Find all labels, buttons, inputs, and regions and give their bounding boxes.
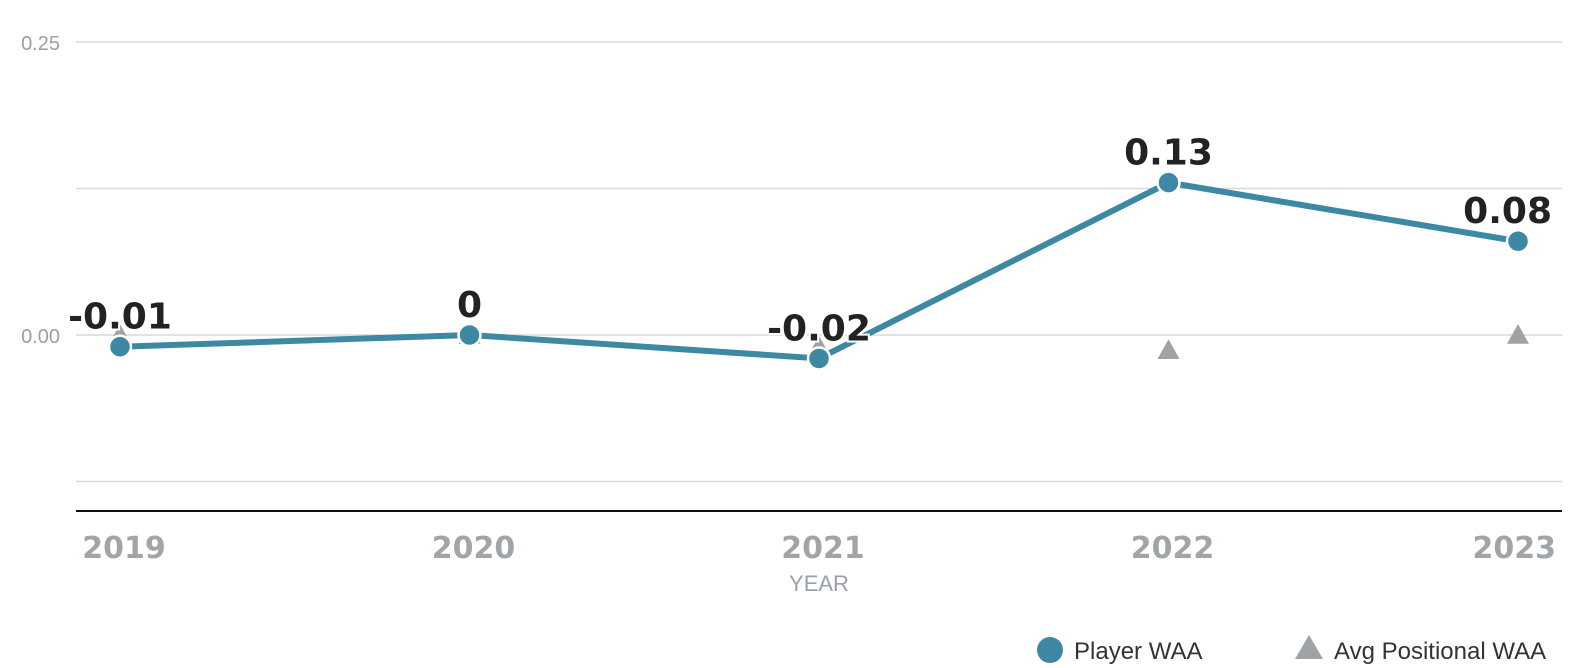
player-waa-point	[806, 346, 832, 371]
y-axis-ticks: 0.25 0.00	[21, 33, 60, 348]
x-axis-title: YEAR	[789, 571, 849, 596]
x-axis-ticks: 2019 2020 2021 2022 2023	[82, 531, 1556, 566]
player-waa-point	[1505, 228, 1531, 254]
player-data-label: -0.01	[68, 297, 172, 338]
avg-positional-point	[1507, 324, 1529, 344]
x-tick-label: 2019	[82, 531, 166, 566]
gridlines	[76, 41, 1562, 483]
player-markers	[107, 170, 1531, 371]
player-data-label: -0.02	[767, 308, 871, 349]
legend-player-marker	[1037, 637, 1063, 663]
player-data-label: 0	[457, 285, 482, 326]
x-tick-label: 2022	[1131, 531, 1215, 566]
player-waa-point	[1156, 170, 1181, 195]
legend-avg-label: Avg Positional WAA	[1334, 638, 1546, 665]
x-tick-label: 2021	[781, 531, 865, 566]
player-data-label: 0.13	[1124, 133, 1213, 174]
y-tick-label: 0.00	[21, 326, 60, 348]
player-waa-point	[457, 322, 482, 348]
legend-player-label: Player WAA	[1074, 638, 1202, 665]
player-data-label: 0.08	[1463, 191, 1552, 232]
x-tick-label: 2023	[1473, 531, 1557, 566]
data-labels: -0.01 0 -0.02 0.13 0.08	[66, 131, 1554, 352]
legend-avg-marker	[1295, 635, 1323, 659]
x-tick-label: 2020	[432, 531, 516, 566]
y-tick-label: 0.25	[21, 33, 60, 55]
player-waa-point	[107, 334, 133, 359]
legend: Player WAA Avg Positional WAA	[1037, 635, 1546, 665]
avg-positional-point	[1157, 339, 1180, 360]
